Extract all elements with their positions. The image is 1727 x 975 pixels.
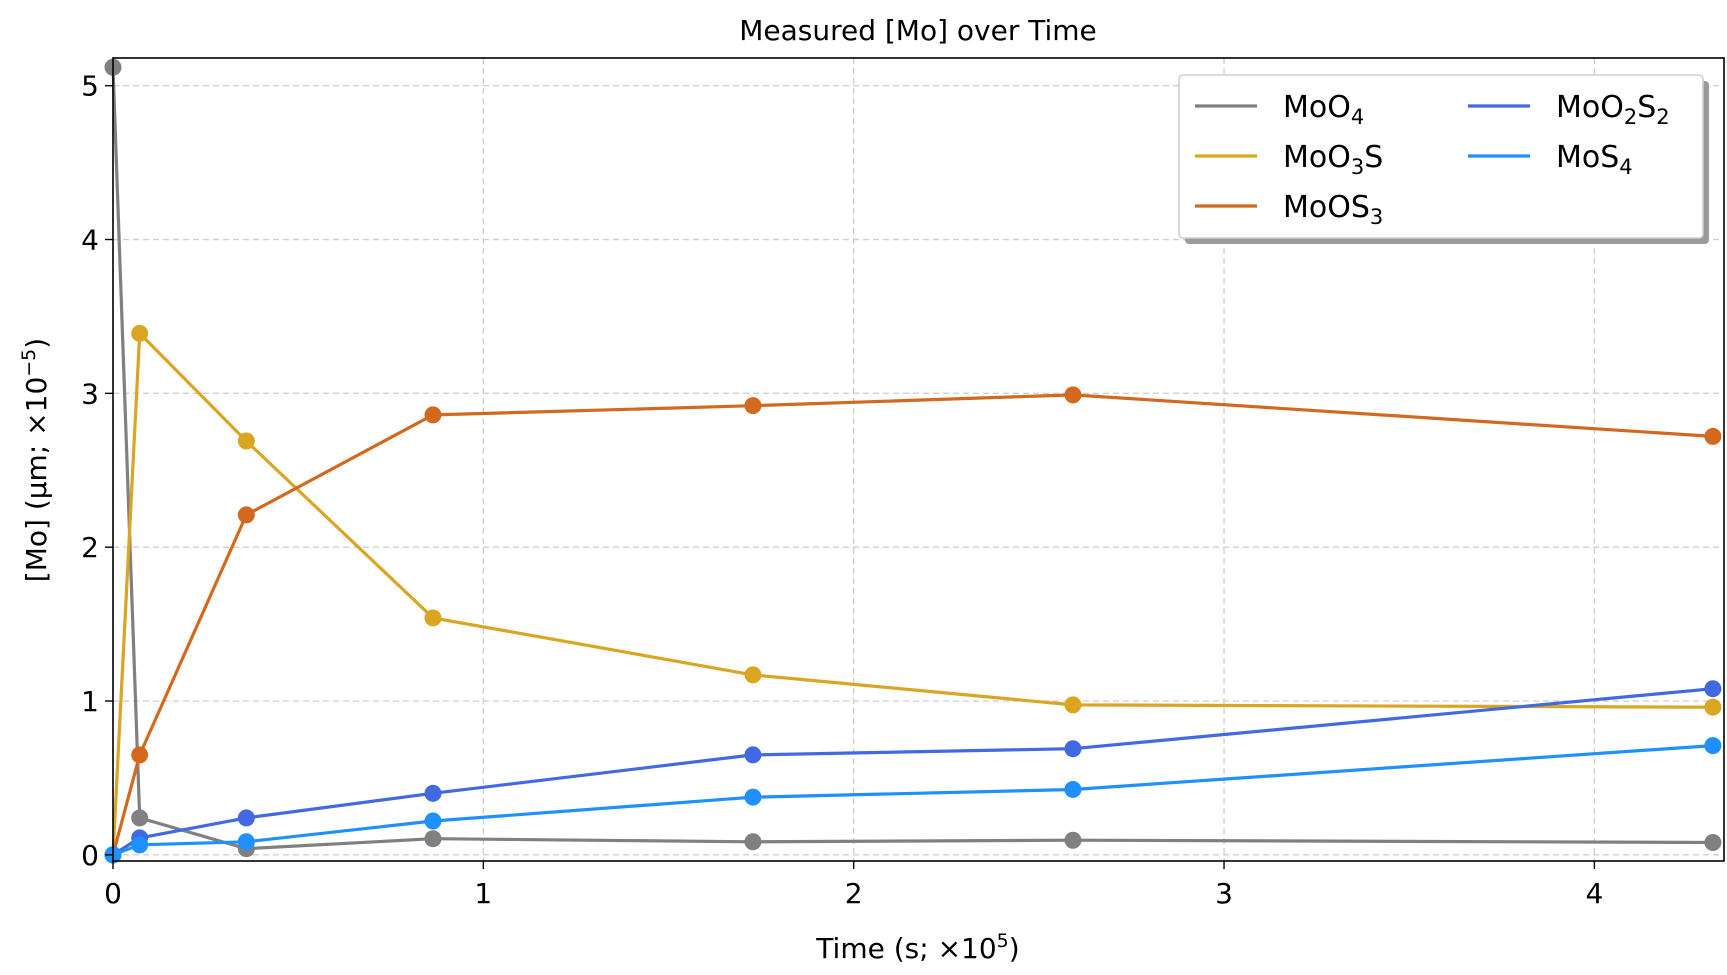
x-tick-label: 0 — [104, 877, 122, 910]
legend: MoO4 MoO3S MoOS3 MoO2S2 MoS4 — [1178, 74, 1709, 244]
y-tick-label: 1 — [81, 685, 99, 718]
y-tick-label: 0 — [81, 839, 99, 872]
data-point-mos4 — [131, 836, 149, 854]
data-point-moos3 — [131, 746, 149, 764]
data-point-moo3s — [237, 432, 255, 450]
data-point-mos4 — [744, 788, 762, 806]
data-point-moos3 — [1704, 427, 1722, 445]
plot-frame — [112, 57, 1725, 862]
data-point-moo4 — [1064, 831, 1082, 849]
data-point-moo4 — [1704, 834, 1722, 852]
legend-label-moo2s2: MoO2S2 — [1556, 90, 1670, 129]
data-point-moos3 — [1064, 386, 1082, 404]
x-tick-label: 3 — [1215, 877, 1233, 910]
legend-label-moo3s: MoO3S — [1283, 140, 1383, 179]
series-line-moos3 — [111, 393, 1714, 856]
data-point-moo2s2 — [1064, 740, 1082, 758]
data-point-mos4 — [424, 812, 442, 830]
data-point-mos4 — [1704, 737, 1722, 755]
x-tick-label: 4 — [1585, 877, 1603, 910]
y-tick-label: 5 — [81, 70, 99, 103]
ticks: 0 1 2 3 4 0 1 2 3 4 5 — [81, 70, 1603, 910]
data-point-moos3 — [744, 397, 762, 415]
legend-label-moo4: MoO4 — [1283, 90, 1364, 129]
y-axis-label: [Mo] (μm; ×10−5) — [18, 338, 53, 582]
data-point-moo2s2 — [744, 746, 762, 764]
y-axis-label-text: [Mo] (μm; ×10 — [20, 377, 53, 582]
y-tick-label: 2 — [81, 531, 99, 564]
data-point-moo3s — [1064, 696, 1082, 714]
x-axis-label: Time (s; ×105) — [815, 930, 1019, 965]
y-axis-label-close: ) — [20, 338, 53, 349]
legend-box — [1178, 74, 1704, 239]
data-point-moo3s — [131, 324, 149, 342]
legend-label-moos3: MoOS3 — [1283, 190, 1383, 229]
x-axis-label-text: Time (s; ×10 — [815, 932, 996, 965]
data-point-moo4 — [131, 809, 149, 827]
data-point-moo2s2 — [237, 809, 255, 827]
x-tick-label: 1 — [474, 877, 492, 910]
x-axis-label-exponent: 5 — [997, 930, 1009, 952]
x-axis-label-close: ) — [1009, 932, 1020, 965]
x-tick-label: 2 — [845, 877, 863, 910]
y-tick-label: 4 — [81, 224, 99, 257]
data-point-moo3s — [424, 609, 442, 627]
data-point-moo3s — [1704, 698, 1722, 716]
data-point-moo3s — [744, 666, 762, 684]
legend-label-mos4: MoS4 — [1556, 140, 1633, 179]
data-point-moo4 — [744, 833, 762, 851]
chart-title: Measured [Mo] over Time — [739, 14, 1097, 47]
y-tick-label: 3 — [81, 377, 99, 410]
data-point-mos4 — [237, 833, 255, 851]
series-line-moo3s — [111, 331, 1713, 855]
data-point-moo2s2 — [424, 784, 442, 802]
data-point-moos3 — [424, 406, 442, 424]
data-point-moo4 — [424, 830, 442, 848]
series-line-mos4 — [112, 744, 1714, 857]
data-point-moos3 — [237, 506, 255, 524]
y-axis-label-exponent: −5 — [18, 349, 40, 377]
data-point-mos4 — [1064, 780, 1082, 798]
data-point-moo2s2 — [1704, 680, 1722, 698]
